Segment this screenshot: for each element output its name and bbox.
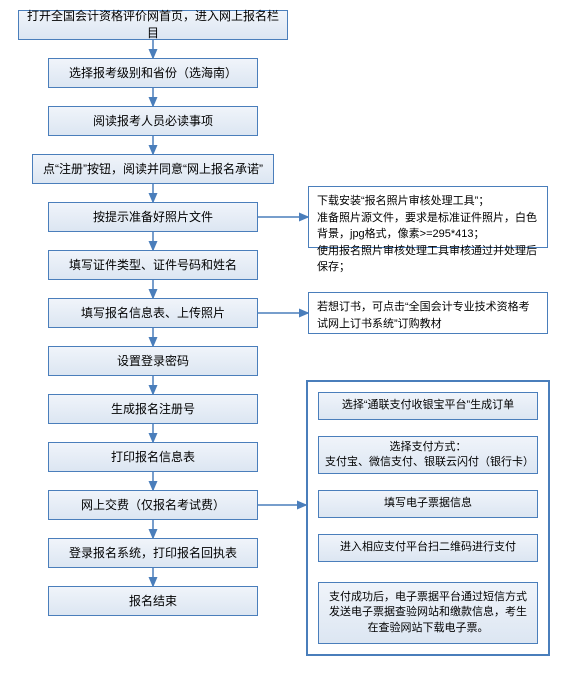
pay-step-p4: 进入相应支付平台扫二维码进行支付	[318, 534, 538, 562]
step-s13: 报名结束	[48, 586, 258, 616]
step-s11: 网上交费（仅报名考试费）	[48, 490, 258, 520]
pay-step-p2: 选择支付方式：支付宝、微信支付、银联云闪付（银行卡）	[318, 436, 538, 474]
note-n1: 下载安装“报名照片审核处理工具”；准备照片源文件，要求是标准证件照片，白色背景，…	[308, 186, 548, 248]
step-s6: 填写证件类型、证件号码和姓名	[48, 250, 258, 280]
pay-step-p5: 支付成功后，电子票据平台通过短信方式发送电子票据查验网站和缴款信息，考生在查验网…	[318, 582, 538, 644]
flowchart-canvas: 打开全国会计资格评价网首页，进入网上报名栏目选择报考级别和省份（选海南） 阅读报考…	[8, 8, 554, 691]
step-s1: 打开全国会计资格评价网首页，进入网上报名栏目	[18, 10, 288, 40]
step-s8: 设置登录密码	[48, 346, 258, 376]
step-s5: 按提示准备好照片文件	[48, 202, 258, 232]
step-s3: 阅读报考人员必读事项	[48, 106, 258, 136]
step-s4: 点“注册”按钮，阅读并同意“网上报名承诺”	[32, 154, 274, 184]
step-s10: 打印报名信息表	[48, 442, 258, 472]
step-s9: 生成报名注册号	[48, 394, 258, 424]
step-s7: 填写报名信息表、上传照片	[48, 298, 258, 328]
pay-step-p1: 选择“通联支付收银宝平台”生成订单	[318, 392, 538, 420]
step-s2: 选择报考级别和省份（选海南）	[48, 58, 258, 88]
pay-step-p3: 填写电子票据信息	[318, 490, 538, 518]
note-n2: 若想订书，可点击“全国会计专业技术资格考试网上订书系统”订购教材	[308, 292, 548, 334]
step-s12: 登录报名系统，打印报名回执表	[48, 538, 258, 568]
